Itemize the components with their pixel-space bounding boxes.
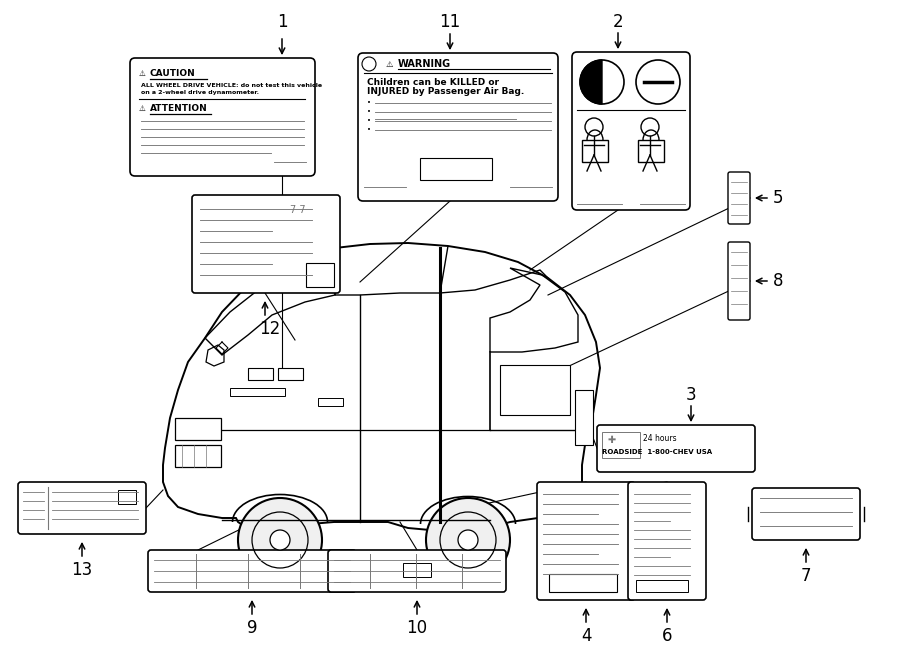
- FancyBboxPatch shape: [572, 52, 690, 210]
- Bar: [602, 432, 640, 458]
- Text: 4: 4: [580, 627, 591, 645]
- FancyBboxPatch shape: [328, 550, 506, 592]
- FancyBboxPatch shape: [752, 488, 860, 540]
- Circle shape: [458, 530, 478, 550]
- Text: •: •: [367, 127, 371, 133]
- FancyBboxPatch shape: [537, 482, 635, 600]
- Bar: [403, 563, 431, 577]
- Bar: [278, 368, 303, 380]
- Bar: [549, 574, 617, 592]
- FancyBboxPatch shape: [130, 58, 315, 176]
- Text: 11: 11: [439, 13, 461, 31]
- Bar: [175, 418, 221, 440]
- Text: 13: 13: [71, 561, 93, 579]
- FancyBboxPatch shape: [628, 482, 706, 600]
- Text: 9: 9: [247, 619, 257, 637]
- Text: CAUTION: CAUTION: [150, 69, 196, 78]
- Bar: [230, 388, 285, 396]
- Bar: [118, 490, 136, 504]
- Text: ✚: ✚: [607, 435, 615, 445]
- Text: 7: 7: [801, 567, 811, 585]
- Text: 6: 6: [662, 627, 672, 645]
- Bar: [500, 365, 570, 415]
- Text: WARNING: WARNING: [398, 59, 451, 69]
- Text: 2: 2: [613, 13, 624, 31]
- Bar: [306, 263, 334, 287]
- Text: •: •: [367, 109, 371, 115]
- Text: ⚠: ⚠: [139, 69, 146, 78]
- Wedge shape: [580, 60, 602, 104]
- Circle shape: [270, 530, 290, 550]
- Text: 10: 10: [407, 619, 428, 637]
- FancyBboxPatch shape: [148, 550, 356, 592]
- Text: 1: 1: [276, 13, 287, 31]
- Text: ALL WHEEL DRIVE VEHICLE: do not test this vehicle: ALL WHEEL DRIVE VEHICLE: do not test thi…: [141, 83, 322, 88]
- FancyBboxPatch shape: [192, 195, 340, 293]
- Text: Children can be KILLED or: Children can be KILLED or: [367, 78, 499, 87]
- Bar: [248, 368, 273, 380]
- Bar: [500, 398, 522, 406]
- Bar: [582, 140, 608, 162]
- Text: ⚠: ⚠: [139, 104, 146, 113]
- FancyBboxPatch shape: [358, 53, 558, 201]
- Text: ROADSIDE  1-800-CHEV USA: ROADSIDE 1-800-CHEV USA: [602, 449, 712, 455]
- Bar: [420, 158, 492, 180]
- Text: ⚠: ⚠: [386, 60, 393, 69]
- Bar: [318, 398, 343, 406]
- Text: 24 hours: 24 hours: [643, 434, 677, 443]
- Text: 8: 8: [773, 272, 783, 290]
- Text: ATTENTION: ATTENTION: [150, 104, 208, 113]
- Circle shape: [238, 498, 322, 582]
- FancyBboxPatch shape: [18, 482, 146, 534]
- FancyBboxPatch shape: [728, 242, 750, 320]
- Circle shape: [426, 498, 510, 582]
- Bar: [636, 580, 688, 592]
- Text: •: •: [367, 100, 371, 106]
- Bar: [575, 390, 593, 445]
- FancyBboxPatch shape: [597, 425, 755, 472]
- Text: 5: 5: [773, 189, 783, 207]
- Bar: [638, 140, 664, 162]
- Text: on a 2-wheel drive dynamometer.: on a 2-wheel drive dynamometer.: [141, 90, 259, 95]
- Text: 7 7: 7 7: [290, 205, 306, 215]
- Bar: [175, 445, 221, 467]
- Text: •: •: [367, 118, 371, 124]
- Text: 12: 12: [259, 320, 281, 338]
- Text: 3: 3: [686, 386, 697, 404]
- Text: INJURED by Passenger Air Bag.: INJURED by Passenger Air Bag.: [367, 87, 524, 96]
- FancyBboxPatch shape: [728, 172, 750, 224]
